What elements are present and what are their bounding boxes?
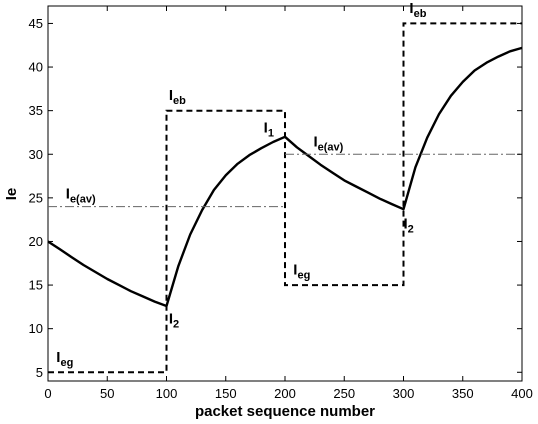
annotation-label: Ieb bbox=[409, 0, 426, 20]
annotation-label: Ie(av) bbox=[66, 186, 96, 206]
y-tick-label: 35 bbox=[29, 103, 43, 118]
plot-area: 0 50 100 150 200 250 300 350 400 5 10 15 20 25 30 35 40 4… bbox=[29, 0, 533, 401]
x-tick-label: 300 bbox=[393, 386, 415, 401]
x-tick-label: 0 bbox=[44, 386, 51, 401]
y-tick-label: 5 bbox=[36, 365, 43, 380]
y-tick-label: 45 bbox=[29, 16, 43, 31]
series-layer bbox=[47, 22, 523, 374]
x-axis-label: packet sequence number bbox=[195, 403, 375, 420]
annotation-label: Ieb bbox=[169, 87, 186, 107]
annotation-layer: Ieb Ie(av) I1 Ie(av) Ieb I2 I2 Ieg Ieg bbox=[56, 0, 426, 369]
annotation-label: I1 bbox=[264, 119, 274, 139]
annotation-label: Ieg bbox=[293, 262, 310, 282]
annotation-label: I2 bbox=[404, 215, 414, 235]
y-tick-label: 20 bbox=[29, 234, 43, 249]
y-tick-label: 40 bbox=[29, 60, 43, 75]
y-tick-label: 15 bbox=[29, 278, 43, 293]
x-tick-label: 200 bbox=[274, 386, 296, 401]
y-tick-label: 10 bbox=[29, 321, 43, 336]
x-tick-label: 400 bbox=[511, 386, 533, 401]
y-tick-label: 30 bbox=[29, 147, 43, 162]
x-tick-label: 100 bbox=[156, 386, 178, 401]
x-tick-label: 50 bbox=[100, 386, 114, 401]
y-axis-label: Ie bbox=[3, 188, 20, 201]
y-tick-label: 25 bbox=[29, 190, 43, 205]
annotation-label: Ie(av) bbox=[313, 133, 343, 153]
annotation-label: I2 bbox=[169, 310, 179, 330]
ticks-layer: 0 50 100 150 200 250 300 350 400 5 10 15 20 25 30 35 40 4… bbox=[29, 6, 533, 401]
x-tick-label: 150 bbox=[215, 386, 237, 401]
x-tick-label: 350 bbox=[452, 386, 474, 401]
x-tick-label: 250 bbox=[333, 386, 355, 401]
series-bound-step bbox=[48, 22, 522, 374]
annotation-label: Ieg bbox=[56, 349, 73, 369]
